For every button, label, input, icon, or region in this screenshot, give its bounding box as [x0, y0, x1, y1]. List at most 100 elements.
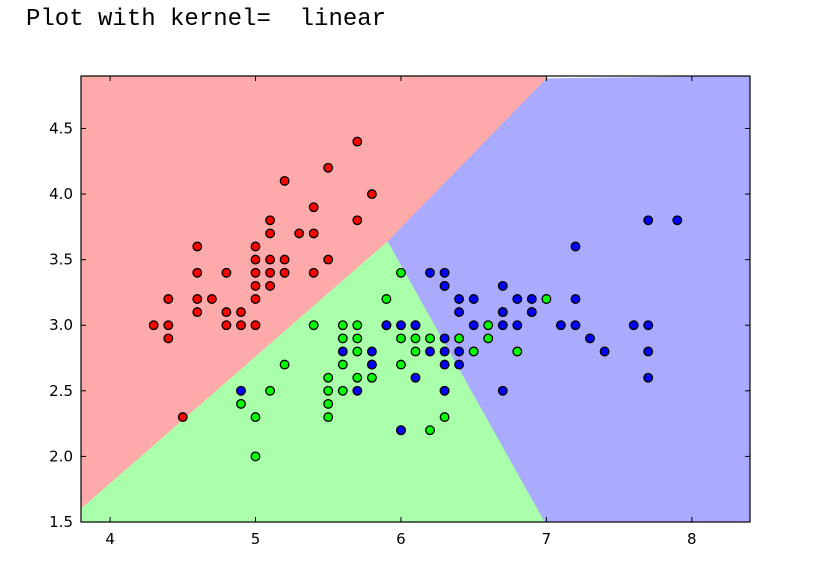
data-point-class-1	[381, 294, 392, 304]
data-point-class-0	[163, 333, 174, 344]
data-point-class-2	[454, 294, 465, 304]
data-point-class-2	[454, 346, 465, 357]
data-point-class-2	[497, 307, 508, 318]
data-point-class-2	[454, 307, 465, 318]
data-point-class-0	[250, 241, 261, 252]
y-tick-label: 2.5	[49, 382, 73, 400]
data-point-class-0	[308, 267, 319, 278]
data-point-class-1	[265, 385, 276, 396]
data-point-class-2	[425, 346, 435, 357]
data-point-class-2	[497, 280, 508, 291]
data-point-class-2	[497, 320, 508, 331]
data-point-class-2	[599, 346, 610, 357]
data-point-class-1	[410, 346, 421, 357]
data-point-class-2	[643, 320, 654, 331]
data-point-class-0	[221, 307, 232, 318]
data-point-class-1	[454, 333, 465, 344]
data-point-class-1	[425, 425, 435, 436]
data-point-class-1	[250, 412, 261, 423]
data-point-class-1	[396, 359, 406, 370]
data-point-class-0	[250, 320, 261, 331]
data-point-class-1	[337, 333, 348, 344]
data-point-class-1	[323, 385, 334, 396]
data-point-class-0	[192, 241, 203, 252]
data-point-class-0	[236, 320, 246, 331]
data-point-class-2	[497, 385, 508, 396]
plot-heading: Plot with kernel= linear	[26, 6, 387, 33]
data-point-class-0	[192, 267, 203, 278]
data-point-class-0	[192, 307, 203, 318]
data-point-class-1	[337, 385, 348, 396]
plot-frame	[80, 75, 751, 523]
data-point-class-2	[570, 241, 581, 252]
data-point-class-2	[425, 267, 435, 278]
data-point-class-2	[439, 267, 450, 278]
data-point-class-1	[512, 346, 523, 357]
data-point-class-0	[192, 294, 203, 304]
data-point-class-2	[628, 320, 639, 331]
data-point-class-0	[279, 267, 290, 278]
data-point-class-1	[483, 333, 494, 344]
data-point-class-1	[352, 333, 363, 344]
data-point-class-2	[439, 359, 450, 370]
data-point-class-0	[323, 254, 334, 265]
data-point-class-2	[396, 425, 406, 436]
data-point-class-1	[323, 412, 334, 423]
data-point-class-2	[366, 359, 377, 370]
data-point-class-1	[279, 359, 290, 370]
data-point-class-2	[454, 359, 465, 370]
y-tick-label: 4.5	[49, 119, 73, 137]
data-point-class-0	[177, 412, 188, 423]
data-point-class-0	[265, 215, 276, 226]
data-point-class-1	[352, 320, 363, 331]
data-point-class-2	[439, 385, 450, 396]
data-point-class-0	[236, 307, 246, 318]
data-point-class-2	[643, 346, 654, 357]
data-point-class-2	[555, 320, 566, 331]
x-tick-label: 6	[396, 530, 406, 548]
data-point-class-2	[672, 215, 683, 226]
data-point-class-0	[148, 320, 159, 331]
data-point-class-1	[308, 320, 319, 331]
x-tick-label: 4	[105, 530, 115, 548]
region-class-2	[387, 76, 750, 522]
data-point-class-2	[439, 333, 450, 344]
data-point-class-0	[250, 280, 261, 291]
data-point-class-0	[221, 267, 232, 278]
data-point-class-0	[265, 280, 276, 291]
x-tick-label: 5	[251, 530, 261, 548]
data-point-class-2	[585, 333, 595, 344]
data-point-class-0	[265, 228, 276, 239]
data-point-class-0	[352, 136, 363, 147]
data-point-class-2	[468, 320, 479, 331]
data-point-class-0	[279, 254, 290, 265]
data-point-class-2	[381, 320, 392, 331]
data-point-class-0	[294, 228, 305, 239]
x-tick-label: 7	[542, 530, 552, 548]
data-point-class-0	[265, 267, 276, 278]
data-point-class-0	[250, 254, 261, 265]
data-point-class-0	[265, 254, 276, 265]
data-point-class-1	[439, 412, 450, 423]
data-point-class-2	[643, 372, 654, 383]
y-tick-label: 3.5	[49, 251, 73, 269]
data-point-class-0	[323, 162, 334, 173]
decision-regions	[81, 76, 750, 522]
data-point-class-1	[337, 359, 348, 370]
data-point-class-1	[468, 346, 479, 357]
y-tick-label: 2.0	[49, 447, 73, 465]
data-point-class-1	[396, 333, 406, 344]
y-tick-label: 4.0	[49, 185, 73, 203]
data-point-class-2	[512, 320, 523, 331]
data-point-class-1	[323, 372, 334, 383]
x-axis-ticks: 4 5 6 7 8	[105, 76, 697, 548]
data-point-class-1	[541, 294, 552, 304]
data-point-class-0	[250, 267, 261, 278]
data-point-class-2	[396, 320, 406, 331]
data-point-class-2	[570, 294, 581, 304]
data-point-class-1	[352, 346, 363, 357]
data-point-class-2	[526, 294, 537, 304]
data-point-class-1	[352, 372, 363, 383]
data-point-class-0	[308, 202, 319, 213]
data-point-class-2	[352, 385, 363, 396]
